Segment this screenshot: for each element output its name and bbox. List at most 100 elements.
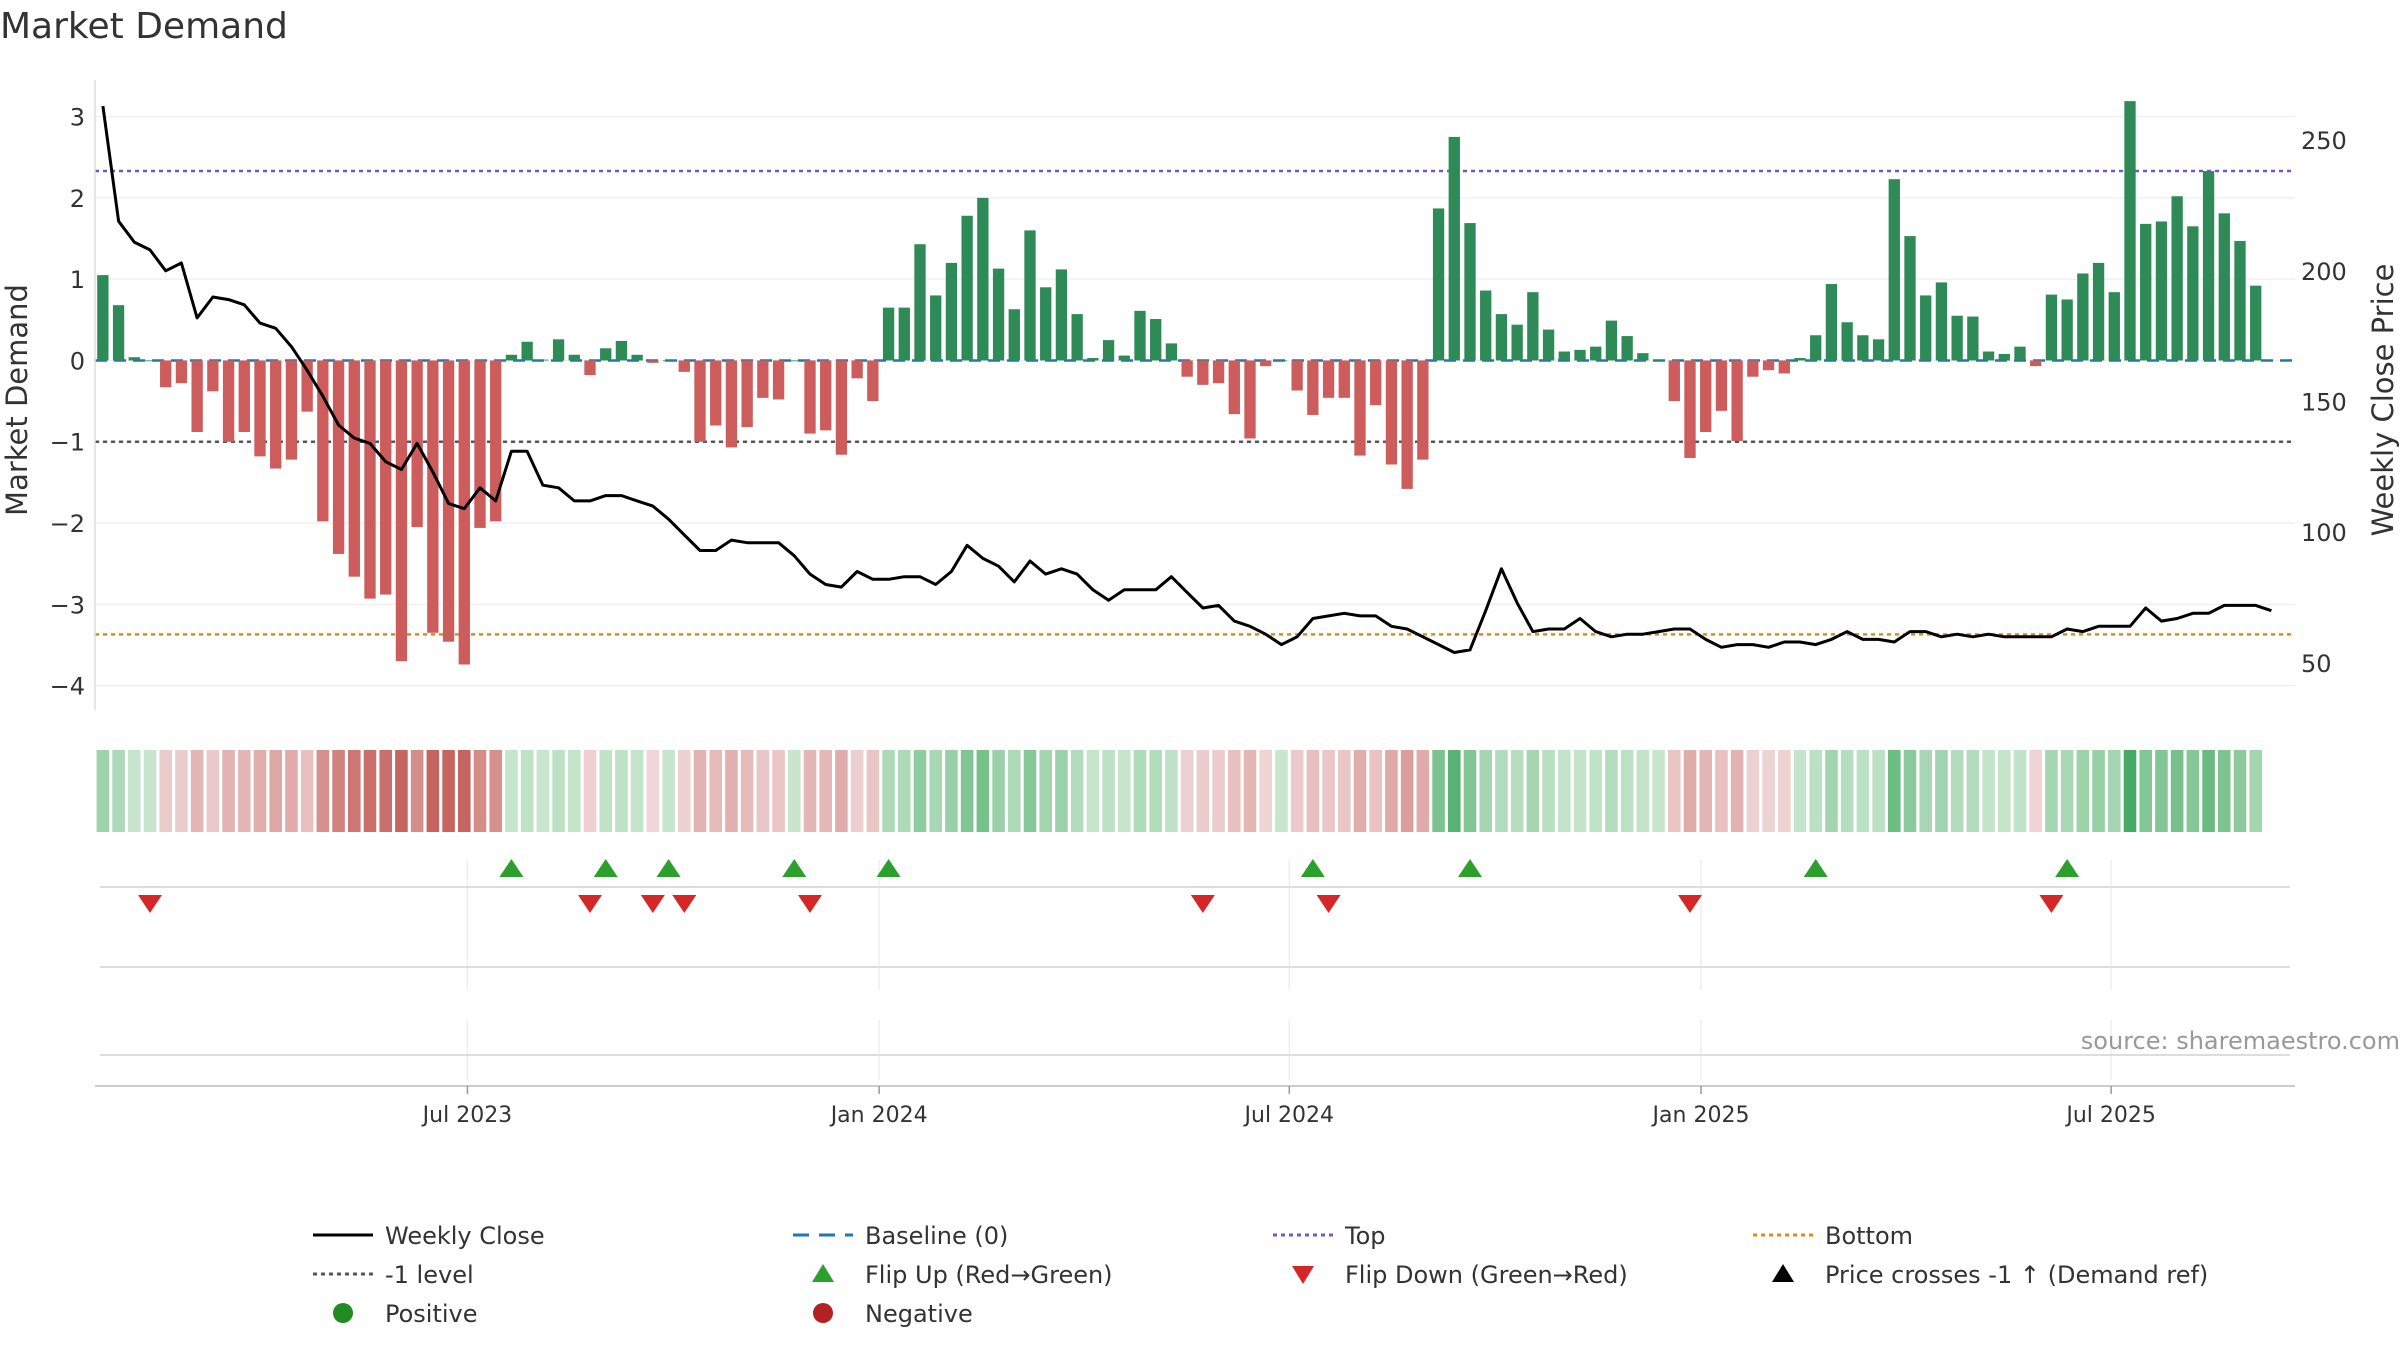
legend-item: Flip Down (Green→Red) <box>1292 1261 1628 1289</box>
flip-up-marker <box>2055 859 2080 877</box>
demand-bar <box>128 357 140 361</box>
demand-bar <box>631 354 643 361</box>
demand-bar <box>977 197 989 361</box>
demand-bar <box>914 244 926 361</box>
demand-bar <box>898 307 910 361</box>
heat-cell <box>1778 750 1791 832</box>
legend: Weekly Close Baseline (0) Top Bottom -1 leve… <box>313 1222 2208 1328</box>
legend-item: Baseline (0) <box>793 1222 1008 1250</box>
demand-bar <box>1668 360 1680 402</box>
heat-cell <box>709 750 722 832</box>
demand-bar <box>1762 360 1775 371</box>
demand-bar <box>2061 299 2073 361</box>
heat-cell <box>2170 750 2184 832</box>
heat-cell <box>1683 750 1697 832</box>
demand-bar <box>930 295 942 361</box>
demand-bar <box>1998 353 2010 361</box>
heat-cell <box>913 750 927 832</box>
demand-bar <box>1181 360 1193 377</box>
demand-bar <box>348 360 360 577</box>
heat-cell <box>1196 750 1210 832</box>
y-tick-label: −4 <box>50 673 85 701</box>
demand-bar <box>867 360 879 402</box>
demand-bar <box>2171 196 2183 361</box>
demand-bar <box>1574 349 1586 361</box>
demand-bar <box>1338 360 1350 398</box>
demand-bar <box>2092 262 2105 361</box>
demand-bar <box>1935 282 1948 361</box>
chart-title: Market Demand <box>0 6 288 47</box>
heat-cell <box>1573 750 1587 832</box>
heat-cell <box>1165 750 1178 832</box>
x-tick-label: Jul 2024 <box>1243 1103 1335 1128</box>
demand-bar <box>1495 314 1508 361</box>
demand-bar <box>1040 287 1052 361</box>
heat-cell <box>1652 750 1665 832</box>
heat-cell <box>1479 750 1492 832</box>
demand-bar <box>317 360 329 522</box>
legend-label: Flip Up (Red→Green) <box>865 1261 1113 1289</box>
demand-bar <box>2140 223 2152 361</box>
heat-cell <box>1275 750 1288 832</box>
demand-bar <box>1228 360 1240 415</box>
demand-bar <box>1165 343 1178 361</box>
demand-bar <box>1982 351 1995 361</box>
demand-bar <box>1888 179 1900 361</box>
heat-cell <box>2108 750 2121 832</box>
heat-cell <box>238 750 251 832</box>
demand-bar <box>332 360 345 554</box>
heat-cell <box>693 750 707 832</box>
legend-swatch <box>813 1303 833 1323</box>
legend-label: -1 level <box>385 1261 474 1289</box>
flip-down-marker <box>640 895 665 913</box>
heat-cell <box>2186 750 2200 832</box>
legend-item: Negative <box>813 1300 973 1328</box>
legend-label: Flip Down (Green→Red) <box>1345 1261 1628 1289</box>
heat-cell <box>819 750 832 832</box>
heat-cell <box>1919 750 1932 832</box>
demand-bar <box>395 360 408 662</box>
demand-bar <box>1354 360 1366 456</box>
flip-down-marker <box>1316 895 1341 913</box>
demand-bar <box>160 360 172 388</box>
flip-down-marker <box>672 895 697 913</box>
demand-bar <box>1291 360 1303 391</box>
legend-label: Weekly Close <box>385 1222 545 1250</box>
demand-bar <box>1590 346 1602 361</box>
heat-cell <box>1950 750 1964 832</box>
flip-up-marker <box>1803 859 1828 877</box>
legend-label: Baseline (0) <box>865 1222 1008 1250</box>
y-tick-label: −2 <box>50 510 85 538</box>
demand-bar <box>1087 358 1099 361</box>
heat-cell <box>850 750 864 832</box>
demand-bar <box>1260 360 1272 367</box>
demand-bar <box>1401 360 1413 489</box>
heat-cell <box>615 750 628 832</box>
demand-bar <box>1464 223 1476 361</box>
demand-bar <box>521 341 533 361</box>
y2-tick-label: 100 <box>2301 519 2347 547</box>
demand-bar <box>1810 335 1822 361</box>
demand-bar <box>2155 221 2168 361</box>
demand-bar <box>2077 273 2089 361</box>
legend-item: Flip Up (Red→Green) <box>812 1261 1113 1289</box>
heat-cell <box>363 750 377 832</box>
demand-bar <box>285 360 298 460</box>
heat-cell <box>882 750 895 832</box>
heat-cell <box>1526 750 1540 832</box>
heat-cell <box>2123 750 2137 832</box>
heat-cell <box>1463 750 1477 832</box>
heat-cell <box>395 750 408 832</box>
axis-layer: 3 2 1 0 −1 −2 −3 −4 250 200 150 100 50 <box>50 80 2347 710</box>
heat-cell <box>803 750 817 832</box>
heat-cell <box>929 750 942 832</box>
heat-cell <box>1935 750 1948 832</box>
legend-swatch <box>812 1264 834 1282</box>
heat-cell <box>992 750 1005 832</box>
y2-tick-label: 250 <box>2301 127 2347 155</box>
heat-cell <box>1903 750 1917 832</box>
y-tick-label: −3 <box>50 591 85 619</box>
heat-cell <box>1589 750 1602 832</box>
demand-bar <box>710 360 722 426</box>
y2-tick-label: 150 <box>2301 389 2347 417</box>
